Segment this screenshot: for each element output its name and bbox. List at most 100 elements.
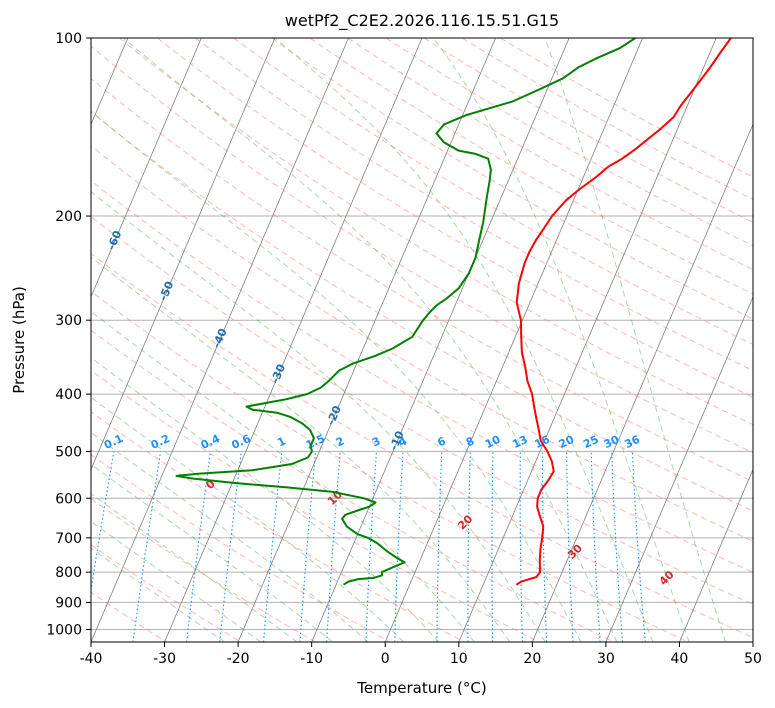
y-tick-label: 500 [55,444,82,460]
y-tick-label: 100 [55,31,82,47]
dry-adiabat-line [91,252,753,639]
y-tick-label: 800 [55,565,82,581]
moist-adiabat-line [91,431,369,642]
isotherm-line [91,38,202,298]
dry-adiabat-line [271,38,753,320]
isotherm-label: -60 [105,228,125,252]
moist-adiabat-line [91,493,298,642]
sounding-series [175,38,732,586]
y-tick-label: 1000 [46,622,82,638]
mixing-ratio-label: 8 [464,434,476,449]
mixing-ratio-line [365,451,378,642]
x-tick-label: -10 [300,651,323,667]
mixing-ratio-label: 36 [623,433,643,451]
isotherm-line [91,38,349,642]
dewpoint-profile-line [175,38,636,586]
isotherm-line [91,38,276,471]
x-tick-label: -20 [227,651,250,667]
dry-adiabat-line [91,369,540,642]
dry-adiabat-line [385,38,753,247]
y-tick-label: 400 [55,387,82,403]
moist-adiabat-line [91,396,404,642]
y-axis-ticks: 100 200 300 400 500 600 700 800 900 1000 [46,31,91,638]
dry-adiabat-line [423,38,753,223]
x-axis-ticks: -40 -30 -20 -10 0 10 20 30 40 50 [80,642,762,667]
dry-adiabat-line [462,38,753,200]
y-tick-label: 700 [55,531,82,547]
dry-adiabat-line [91,45,753,454]
chart-title: wetPf2_C2E2.2026.116.15.51.G15 [285,11,559,31]
isotherm-label: -70 [54,174,74,198]
dry-adiabat-line [91,498,316,642]
isotherm-label: -10 [387,429,407,453]
mixing-ratio-line [91,451,115,594]
isotherm-line [458,38,717,642]
isotherm-line [605,295,753,642]
mixing-ratio-label: 0.4 [199,432,222,452]
dry-adiabat-line [309,38,753,295]
x-axis-label: Temperature (°C) [356,679,486,697]
mixing-ratio-line [262,451,283,642]
dry-adiabat-line [91,77,753,483]
mixing-ratio-label: 0.6 [230,432,253,452]
mixing-ratio-line [299,451,317,642]
mixing-ratio-label: 20 [557,433,577,451]
isotherm-line [311,38,570,642]
mixing-ratio-label: 1 [275,434,287,449]
isotherm-line [531,123,753,642]
moist-adiabat-line [91,463,334,642]
mixing-ratio-line [467,451,471,642]
isotherm-line [237,38,496,642]
x-tick-label: 40 [671,651,689,667]
dry-adiabat-line [91,544,242,642]
dry-adiabat-line [119,38,753,426]
y-axis-label: Pressure (hPa) [10,286,28,394]
moist-adiabat-line [91,191,546,642]
x-tick-label: -30 [153,651,176,667]
x-tick-label: 0 [381,651,390,667]
mixing-ratio-line [186,451,212,642]
mixing-ratio-line [491,451,494,642]
isotherm-line [679,468,753,642]
dry-adiabat-line [195,38,753,372]
moist-adiabat-line [91,310,475,642]
isotherm-label: -30 [268,362,288,386]
dry-adiabats [91,38,753,642]
temperature-profile-line [515,38,732,586]
moist-adiabat-line [91,356,440,642]
isotherm-label: -40 [210,326,230,350]
mixing-ratio-line [611,451,624,642]
moist-adiabat-label: 40 [657,568,677,588]
isotherm-line [164,38,423,642]
moist-adiabat-line [432,38,690,642]
isotherm-line [384,38,644,642]
dry-adiabat-line [500,38,753,178]
mixing-ratio-label: 25 [581,433,600,451]
plot-area: 0.10.20.40.611.52346810131620253036-100-… [0,38,753,642]
x-tick-label: 10 [450,651,468,667]
mixing-ratio-label: 30 [602,433,622,451]
dry-adiabat-line [157,38,753,398]
dry-adiabat-line [91,180,753,574]
x-tick-label: 50 [744,651,762,667]
y-tick-label: 900 [55,595,82,611]
y-tick-label: 300 [55,313,82,329]
dry-adiabat-line [91,145,753,542]
y-tick-label: 600 [55,491,82,507]
isotherm-line [752,640,753,642]
dry-adiabat-line [91,454,391,642]
mixing-ratio-label: 6 [435,434,448,449]
y-tick-label: 200 [55,209,82,225]
moist-adiabat-label: 20 [455,512,475,532]
moist-adiabat-line [91,256,511,642]
mixing-ratio-line [590,451,601,642]
dry-adiabat-line [91,215,753,606]
mixing-ratio-line [631,451,646,642]
x-tick-label: -40 [80,651,103,667]
pressure-gridlines [91,38,753,630]
isotherm-label: -80 [0,130,19,154]
isotherms [91,38,753,642]
mixing-ratio-lines [91,451,646,642]
isotherm-label: -50 [157,279,177,303]
plot-frame [90,37,754,643]
